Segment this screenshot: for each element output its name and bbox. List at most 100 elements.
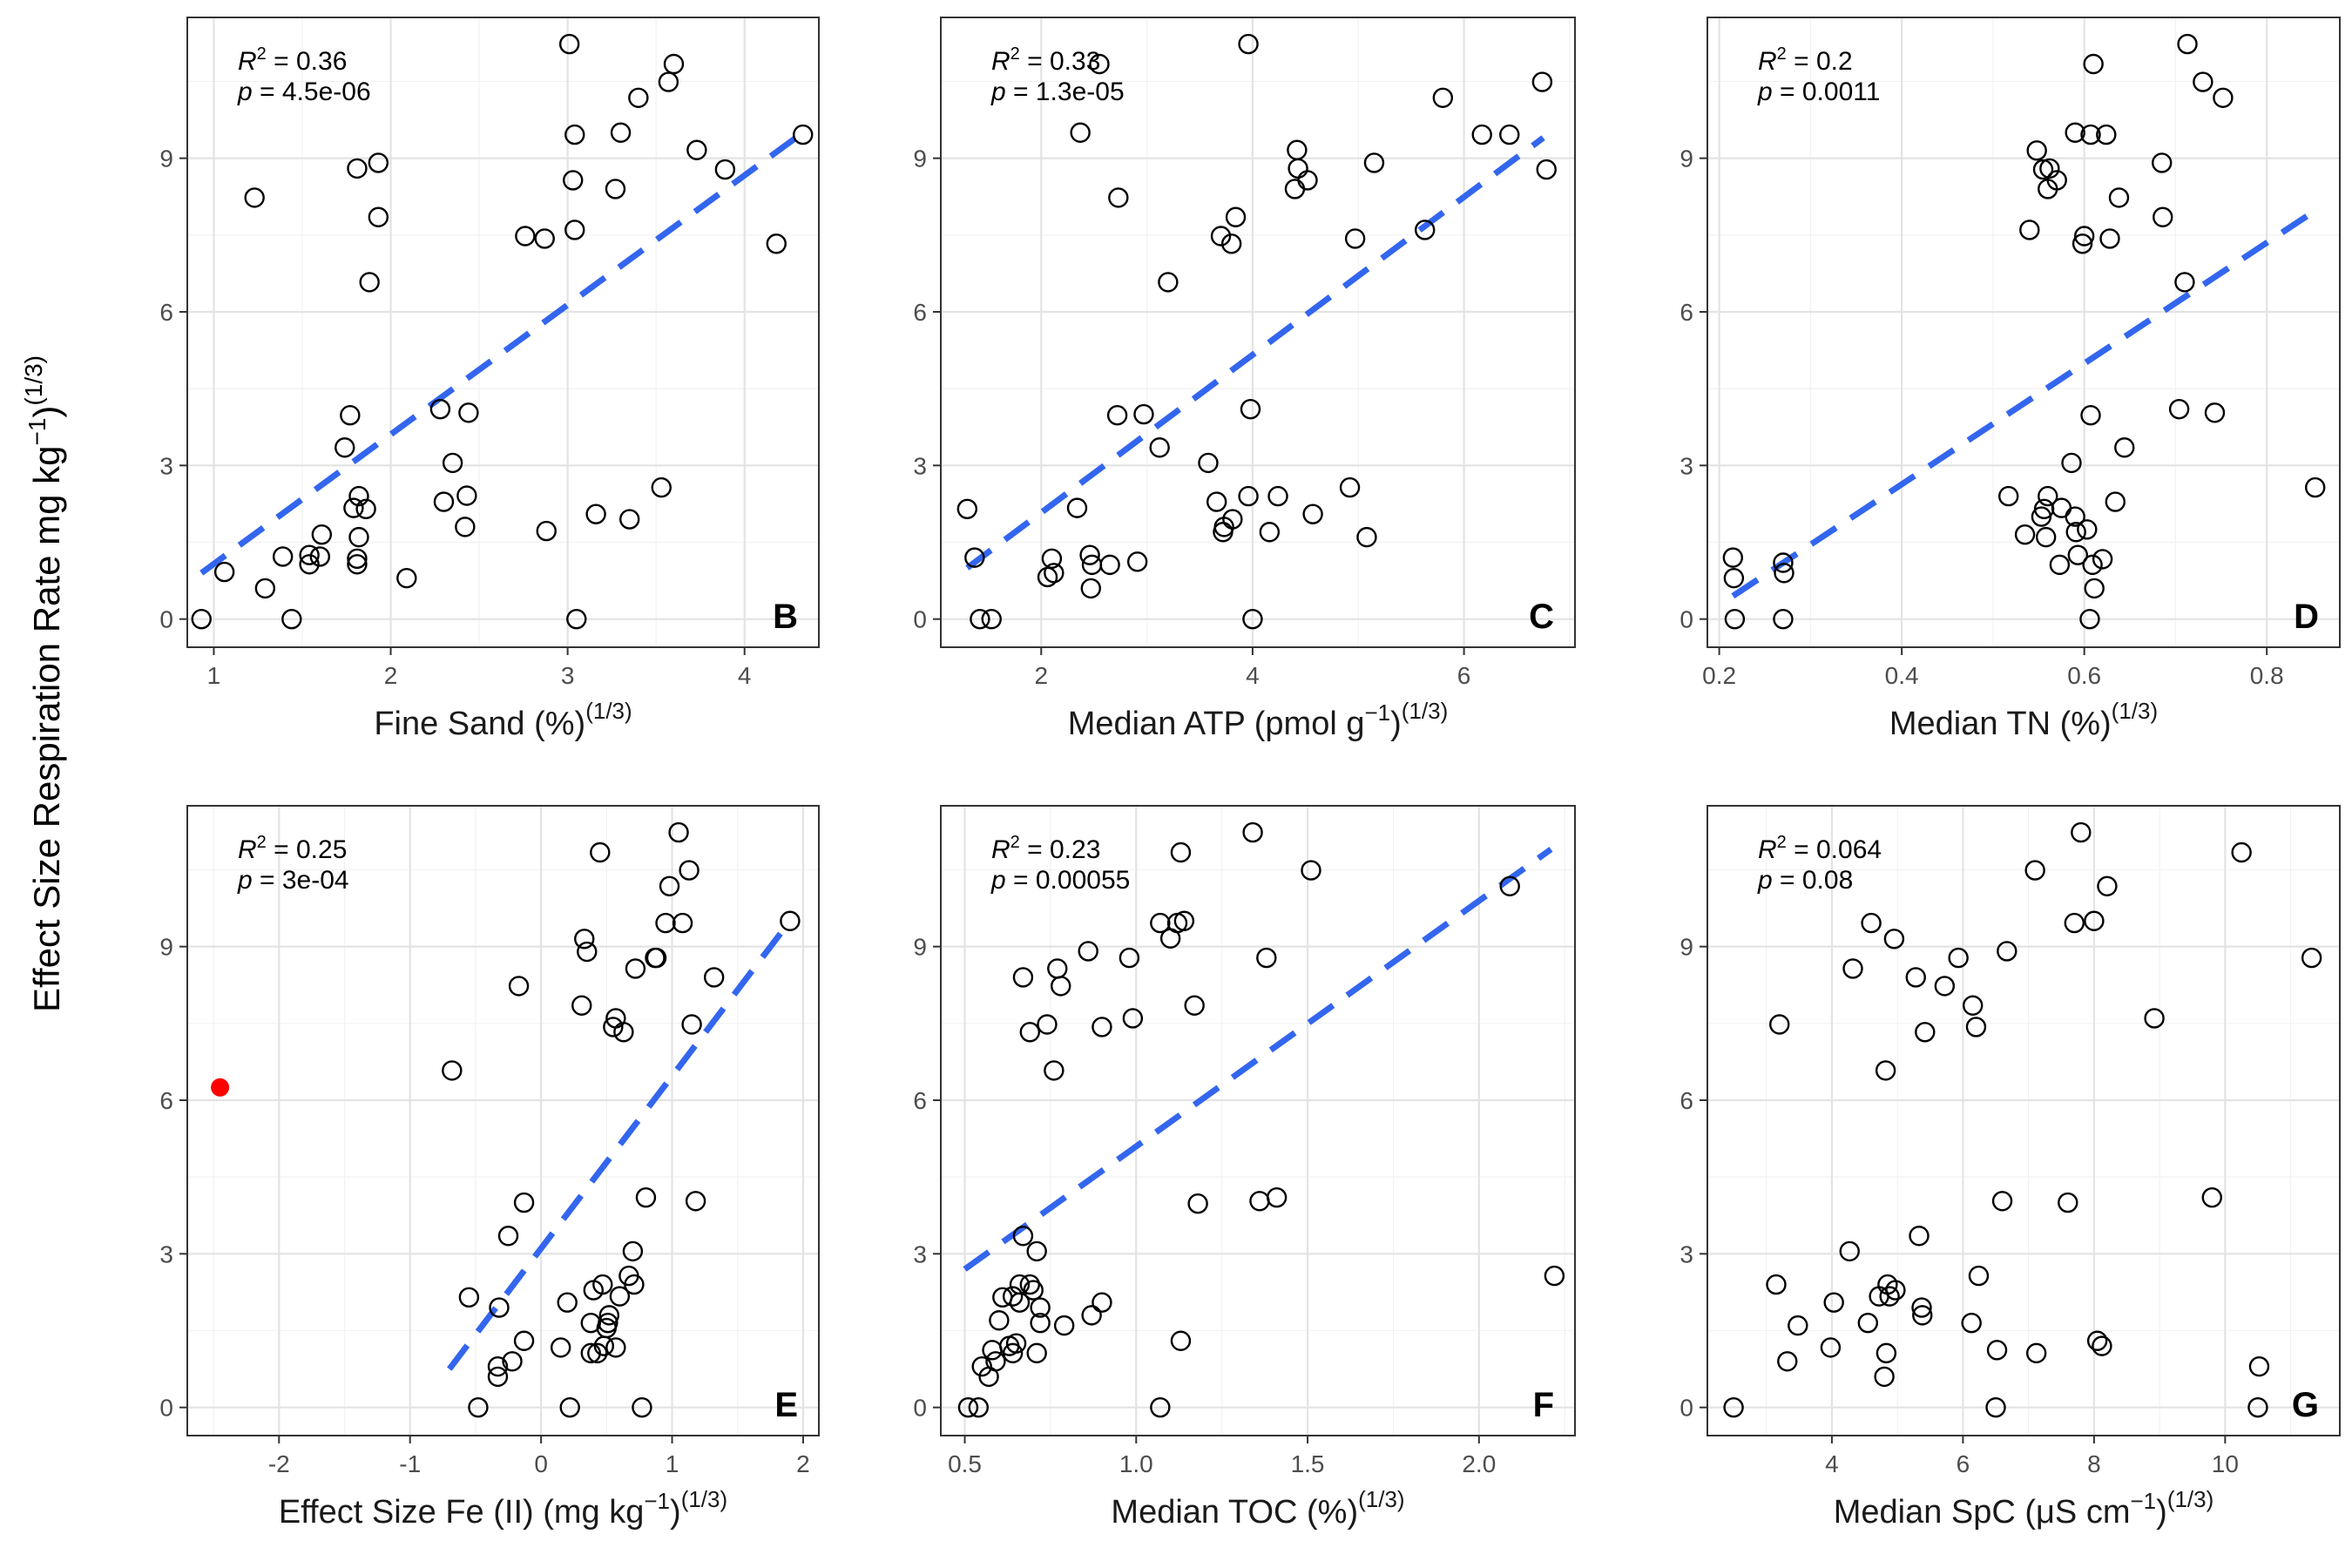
data-point [1026,1342,1047,1364]
x-tick-label: 4 [1825,1450,1839,1477]
data-point [563,170,584,191]
panel-letter: F [1533,1386,1554,1424]
data-point [1991,1191,2013,1212]
data-point [564,124,585,145]
data-point [1823,1292,1844,1313]
x-tick-label: 1 [207,662,221,689]
data-point [1415,220,1436,240]
data-point [1222,509,1243,530]
data-point [442,1060,463,1081]
panel-border [186,805,820,1436]
data-point [968,1396,989,1418]
data-point [2024,860,2045,881]
panel-e: -2 -1 0 1 2 0 3 6 9 R2 = 0.25p = 3e-04 E Effect Siz… [159,805,820,1531]
data-point [624,1274,645,1295]
data-point [1723,1396,1744,1418]
data-point [347,158,368,179]
data-point [299,554,320,575]
data-point [1773,552,1794,573]
x-axis-title: Fine Sand (%)(1/3) [374,698,632,742]
data-point [1108,187,1129,208]
data-point [2108,187,2130,208]
data-point [2301,947,2322,969]
data-point [1909,1226,1930,1247]
data-point [1773,608,1794,630]
data-point [2096,124,2117,145]
data-point [1934,976,1956,997]
y-tick-label: 6 [159,1087,173,1114]
x-tick-label: 0.2 [1702,662,1736,689]
data-point [609,1286,631,1307]
data-point [515,226,536,247]
data-point [766,233,787,254]
data-point [2014,524,2036,545]
data-point [1915,1022,1936,1043]
data-point [2305,476,2326,498]
data-point [619,509,640,530]
data-point [1874,1366,1895,1388]
data-point [1766,1274,1787,1295]
data-point [1198,452,1219,474]
y-tick-label: 0 [159,606,173,633]
data-point [1150,912,1171,934]
y-tick-label: 3 [1680,452,1693,479]
data-point [355,498,376,519]
data-point [2086,1330,2108,1351]
y-axis-title-close: ) [26,406,67,418]
p-value-label: p = 4.5e-06 [237,78,371,106]
data-point [347,548,368,570]
data-point [598,1312,618,1334]
data-point [1948,947,1969,969]
y-tick-label: 0 [1680,606,1693,633]
y-tick-label: 9 [159,145,173,172]
regression-line [1731,206,2319,599]
data-point [1220,233,1242,254]
x-tick-label: 8 [2087,1450,2101,1477]
data-point [1242,608,1263,630]
data-point [2067,544,2089,565]
data-point [1089,53,1110,75]
regression-line [963,847,1553,1272]
data-point [244,187,265,208]
data-point [603,1017,624,1037]
data-point [1070,122,1091,143]
data-point [2073,226,2095,247]
data-point [191,608,212,630]
y-tick-label: 0 [1680,1395,1693,1422]
data-point [1242,821,1263,843]
data-point [534,228,555,249]
p-value-label: p = 0.0011 [1757,78,1880,106]
data-point [2174,272,2195,293]
data-point [1023,1280,1044,1301]
data-point [703,967,725,988]
data-point [985,1351,1006,1372]
data-point [613,1022,634,1043]
data-point [2065,122,2085,143]
data-point [1997,941,2017,962]
panel-border [940,17,1576,648]
y-tick-label: 6 [159,299,173,326]
data-point [1078,941,1098,962]
data-point [368,206,389,227]
data-point [2177,33,2198,55]
data-point [1267,485,1288,507]
p-value-label: p = 0.08 [1757,866,1853,895]
data-point [1777,1351,1798,1372]
data-point [442,452,463,474]
y-tick-label: 0 [913,606,927,633]
data-point [557,1292,578,1313]
data-point [1724,608,1746,630]
data-point [1961,1312,1982,1334]
data-point [1005,1333,1027,1354]
data-point [1053,1315,1075,1336]
data-point [487,1355,509,1377]
y-tick-label: 6 [1680,299,1693,326]
data-point [1344,228,1366,249]
data-point [1238,33,1259,55]
x-tick-label: 2.0 [1462,1450,1496,1477]
data-point [1173,910,1195,931]
data-point [663,53,685,75]
data-point [513,1330,535,1351]
data-point [1170,1330,1192,1351]
